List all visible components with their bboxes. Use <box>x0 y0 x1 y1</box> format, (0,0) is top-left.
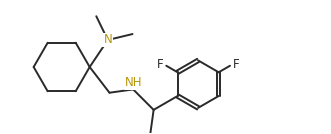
Text: N: N <box>104 34 112 46</box>
Text: F: F <box>233 58 239 71</box>
Text: F: F <box>157 58 164 71</box>
Text: NH: NH <box>124 76 142 89</box>
